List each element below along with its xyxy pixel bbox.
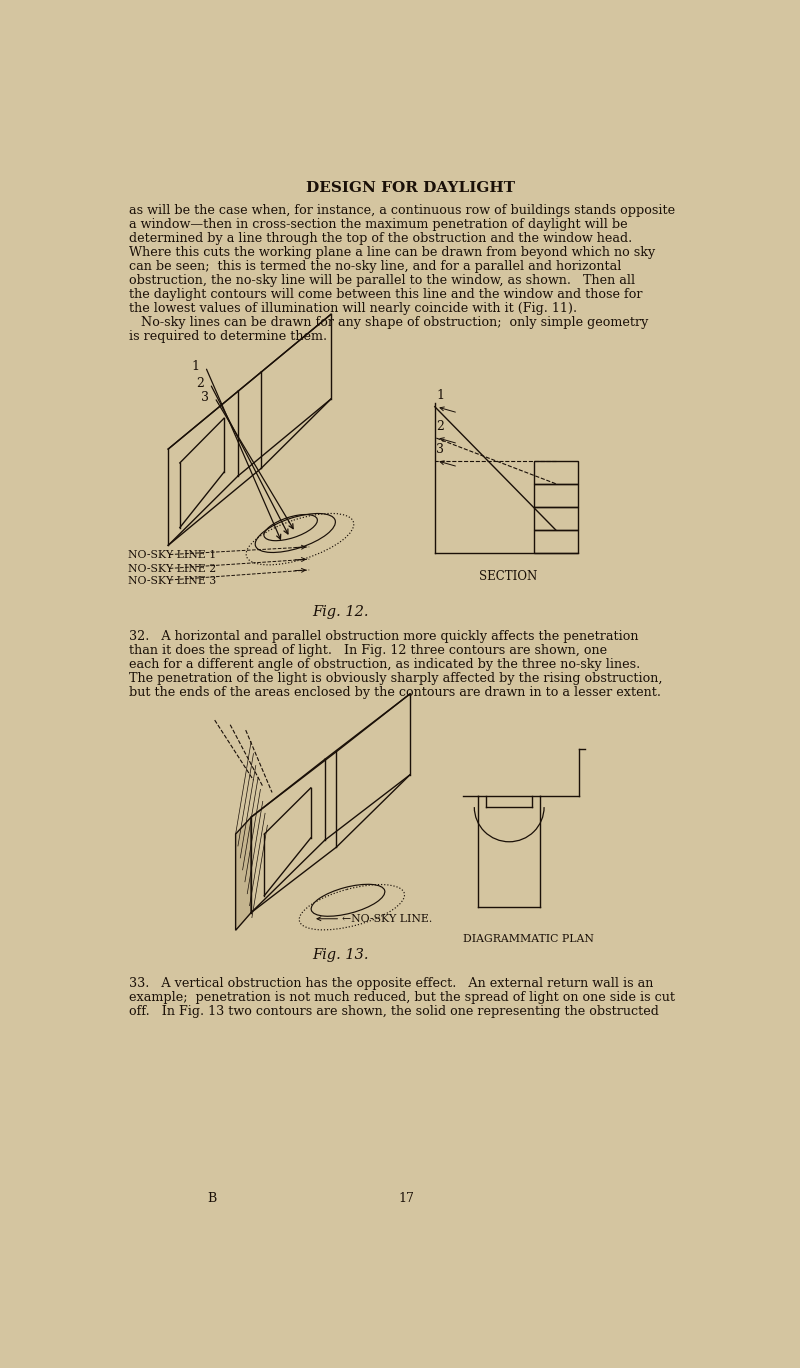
Text: example;  penetration is not much reduced, but the spread of light on one side i: example; penetration is not much reduced… <box>130 990 675 1004</box>
Polygon shape <box>236 817 251 930</box>
Text: 1: 1 <box>436 390 444 402</box>
Text: Fig. 13.: Fig. 13. <box>312 948 369 962</box>
Text: NO-SKY LINE 1: NO-SKY LINE 1 <box>128 550 216 561</box>
Text: is required to determine them.: is required to determine them. <box>130 330 327 343</box>
Bar <box>534 484 578 506</box>
Text: 1: 1 <box>191 360 199 373</box>
Text: DESIGN FOR DAYLIGHT: DESIGN FOR DAYLIGHT <box>306 181 514 196</box>
Text: B: B <box>208 1192 217 1205</box>
Bar <box>534 529 578 553</box>
Text: 2: 2 <box>436 420 444 434</box>
Text: DIAGRAMMATIC PLAN: DIAGRAMMATIC PLAN <box>463 934 594 944</box>
Text: SECTION: SECTION <box>479 570 538 583</box>
Text: determined by a line through the top of the obstruction and the window head.: determined by a line through the top of … <box>130 233 633 245</box>
Text: 33.   A vertical obstruction has the opposite effect.   An external return wall : 33. A vertical obstruction has the oppos… <box>130 977 654 989</box>
Text: 3: 3 <box>201 391 209 404</box>
Text: can be seen;  this is termed the no-sky line, and for a parallel and horizontal: can be seen; this is termed the no-sky l… <box>130 260 622 274</box>
Text: the lowest values of illumination will nearly coincide with it (Fig. 11).: the lowest values of illumination will n… <box>130 302 578 315</box>
Text: but the ends of the areas enclosed by the contours are drawn in to a lesser exte: but the ends of the areas enclosed by th… <box>130 687 662 699</box>
Text: ←NO-SKY LINE.: ←NO-SKY LINE. <box>342 914 432 923</box>
Text: The penetration of the light is obviously sharply affected by the rising obstruc: The penetration of the light is obviousl… <box>130 672 663 685</box>
Text: each for a different angle of obstruction, as indicated by the three no-sky line: each for a different angle of obstructio… <box>130 658 641 672</box>
Text: a window—then in cross-section the maximum penetration of daylight will be: a window—then in cross-section the maxim… <box>130 219 628 231</box>
Text: as will be the case when, for instance, a continuous row of buildings stands opp: as will be the case when, for instance, … <box>130 204 675 218</box>
Text: 3: 3 <box>436 443 444 457</box>
Text: 2: 2 <box>196 378 204 390</box>
Text: the daylight contours will come between this line and the window and those for: the daylight contours will come between … <box>130 289 643 301</box>
Text: Fig. 12.: Fig. 12. <box>312 605 369 618</box>
Text: off.   In Fig. 13 two contours are shown, the solid one representing the obstruc: off. In Fig. 13 two contours are shown, … <box>130 1004 659 1018</box>
Text: 32.   A horizontal and parallel obstruction more quickly affects the penetration: 32. A horizontal and parallel obstructio… <box>130 631 639 643</box>
Text: than it does the spread of light.   In Fig. 12 three contours are shown, one: than it does the spread of light. In Fig… <box>130 644 607 657</box>
Text: NO-SKY LINE 2: NO-SKY LINE 2 <box>128 564 216 575</box>
Text: obstruction, the no-sky line will be parallel to the window, as shown.   Then al: obstruction, the no-sky line will be par… <box>130 274 635 287</box>
Text: Where this cuts the working plane a line can be drawn from beyond which no sky: Where this cuts the working plane a line… <box>130 246 656 260</box>
Text: 17: 17 <box>398 1192 414 1205</box>
Text: No-sky lines can be drawn for any shape of obstruction;  only simple geometry: No-sky lines can be drawn for any shape … <box>130 316 649 330</box>
Bar <box>534 461 578 484</box>
Text: NO-SKY LINE 3: NO-SKY LINE 3 <box>128 576 216 587</box>
Bar <box>534 506 578 529</box>
